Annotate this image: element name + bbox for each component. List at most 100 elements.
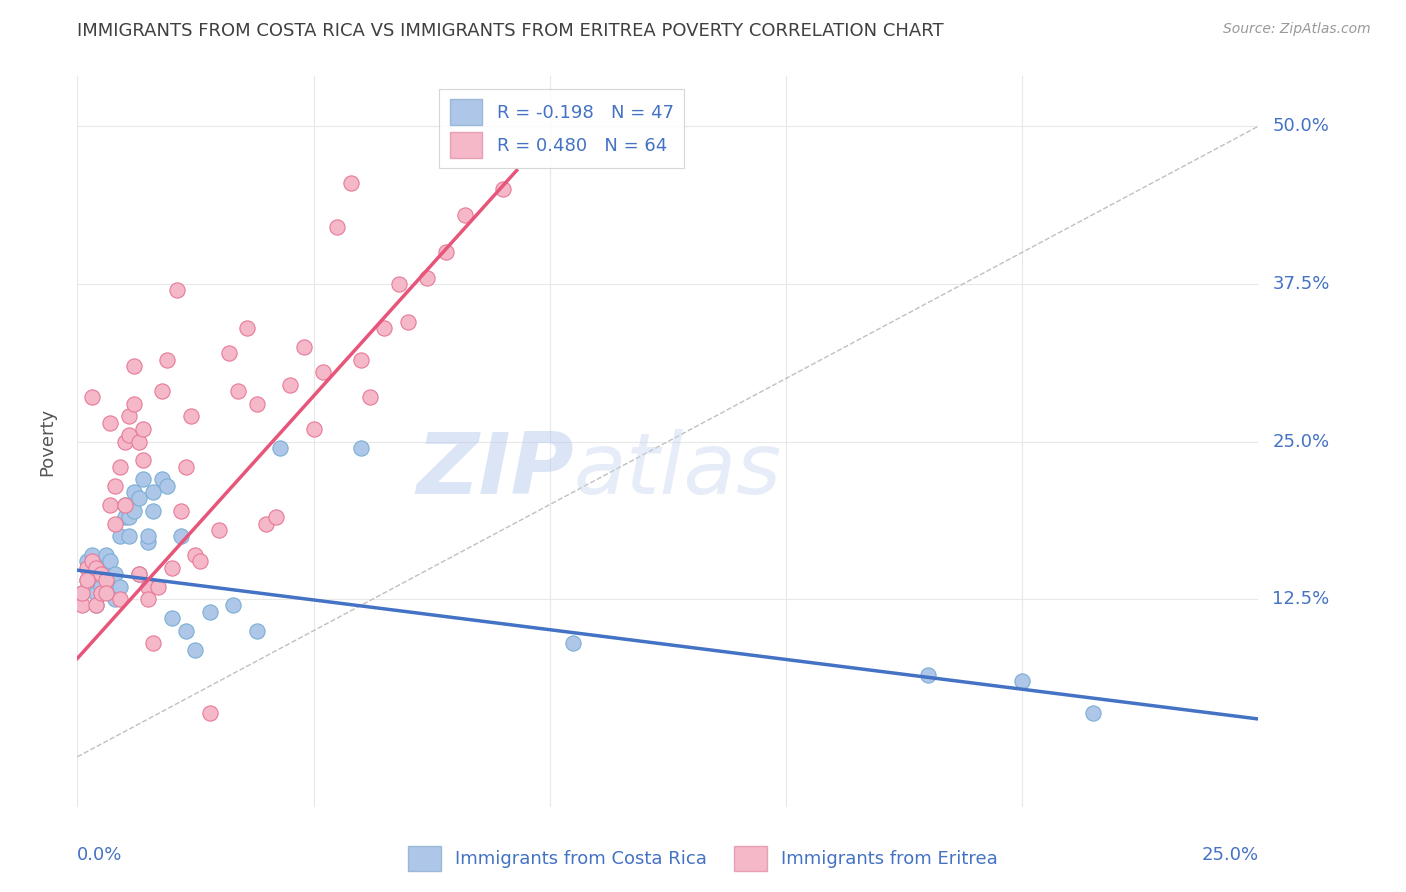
Point bbox=[84, 599, 107, 613]
Point bbox=[136, 529, 159, 543]
Text: 37.5%: 37.5% bbox=[1272, 275, 1330, 293]
Point bbox=[396, 315, 419, 329]
Point bbox=[373, 321, 395, 335]
Text: Source: ZipAtlas.com: Source: ZipAtlas.com bbox=[1223, 22, 1371, 37]
Point bbox=[326, 220, 349, 235]
Point bbox=[114, 434, 136, 449]
Point bbox=[94, 574, 117, 588]
Point bbox=[108, 592, 131, 607]
Point bbox=[180, 409, 202, 424]
Text: 50.0%: 50.0% bbox=[1272, 117, 1329, 136]
Point bbox=[226, 384, 249, 398]
Point bbox=[122, 504, 145, 518]
Point bbox=[1081, 706, 1104, 720]
Point bbox=[108, 459, 131, 474]
Point bbox=[80, 554, 103, 568]
Point bbox=[100, 416, 122, 430]
Point bbox=[128, 566, 150, 581]
Text: atlas: atlas bbox=[574, 429, 782, 512]
Point bbox=[150, 472, 173, 486]
Point bbox=[198, 605, 221, 619]
Point bbox=[136, 580, 159, 594]
Point bbox=[70, 586, 93, 600]
Point bbox=[80, 566, 103, 581]
Point bbox=[90, 566, 112, 581]
Point bbox=[150, 384, 173, 398]
Legend: R = -0.198   N = 47, R = 0.480   N = 64: R = -0.198 N = 47, R = 0.480 N = 64 bbox=[439, 88, 685, 169]
Point bbox=[246, 397, 269, 411]
Point bbox=[118, 510, 141, 524]
Point bbox=[114, 498, 136, 512]
Point bbox=[94, 566, 117, 581]
Point bbox=[84, 560, 107, 574]
Point bbox=[350, 352, 373, 367]
Text: 25.0%: 25.0% bbox=[1272, 433, 1330, 450]
Point bbox=[302, 422, 325, 436]
Point bbox=[104, 478, 127, 492]
Text: 25.0%: 25.0% bbox=[1201, 847, 1258, 864]
Point bbox=[254, 516, 277, 531]
Point bbox=[1011, 674, 1033, 689]
Point bbox=[76, 574, 98, 588]
Point bbox=[90, 580, 112, 594]
Point bbox=[170, 529, 193, 543]
Point bbox=[136, 535, 159, 549]
Text: IMMIGRANTS FROM COSTA RICA VS IMMIGRANTS FROM ERITREA POVERTY CORRELATION CHART: IMMIGRANTS FROM COSTA RICA VS IMMIGRANTS… bbox=[77, 22, 943, 40]
Point bbox=[340, 176, 363, 190]
Text: ZIP: ZIP bbox=[416, 429, 574, 512]
Point bbox=[350, 441, 373, 455]
Point bbox=[142, 636, 165, 650]
Point bbox=[104, 592, 127, 607]
Text: 0.0%: 0.0% bbox=[77, 847, 122, 864]
Point bbox=[184, 642, 207, 657]
Point bbox=[76, 560, 98, 574]
Point bbox=[416, 270, 439, 285]
Point bbox=[84, 586, 107, 600]
Y-axis label: Poverty: Poverty bbox=[38, 408, 56, 475]
Point bbox=[132, 472, 155, 486]
Point bbox=[136, 592, 159, 607]
Point bbox=[100, 586, 122, 600]
Point bbox=[122, 397, 145, 411]
Point bbox=[100, 554, 122, 568]
Point bbox=[562, 636, 585, 650]
Point bbox=[156, 352, 179, 367]
Point bbox=[90, 586, 112, 600]
Point bbox=[264, 510, 287, 524]
Point bbox=[76, 574, 98, 588]
Point bbox=[142, 504, 165, 518]
Point bbox=[122, 359, 145, 373]
Point bbox=[128, 434, 150, 449]
Point bbox=[454, 208, 477, 222]
Point bbox=[359, 391, 381, 405]
Point bbox=[104, 516, 127, 531]
Point bbox=[76, 554, 98, 568]
Point bbox=[128, 566, 150, 581]
Point bbox=[104, 566, 127, 581]
Point bbox=[70, 586, 93, 600]
Point bbox=[160, 560, 183, 574]
Point bbox=[80, 548, 103, 562]
Point bbox=[156, 478, 179, 492]
Point bbox=[491, 182, 513, 196]
Point bbox=[94, 586, 117, 600]
Point bbox=[269, 441, 291, 455]
Point bbox=[198, 706, 221, 720]
Point bbox=[108, 580, 131, 594]
Text: 12.5%: 12.5% bbox=[1272, 591, 1330, 608]
Point bbox=[142, 485, 165, 500]
Point bbox=[174, 459, 197, 474]
Point bbox=[312, 365, 335, 379]
Point bbox=[174, 624, 197, 638]
Point bbox=[108, 529, 131, 543]
Point bbox=[84, 599, 107, 613]
Point bbox=[222, 599, 245, 613]
Point bbox=[100, 498, 122, 512]
Point bbox=[278, 377, 301, 392]
Point bbox=[170, 504, 193, 518]
Point bbox=[208, 523, 231, 537]
Point bbox=[146, 580, 169, 594]
Point bbox=[128, 491, 150, 506]
Point bbox=[118, 529, 141, 543]
Point bbox=[132, 453, 155, 467]
